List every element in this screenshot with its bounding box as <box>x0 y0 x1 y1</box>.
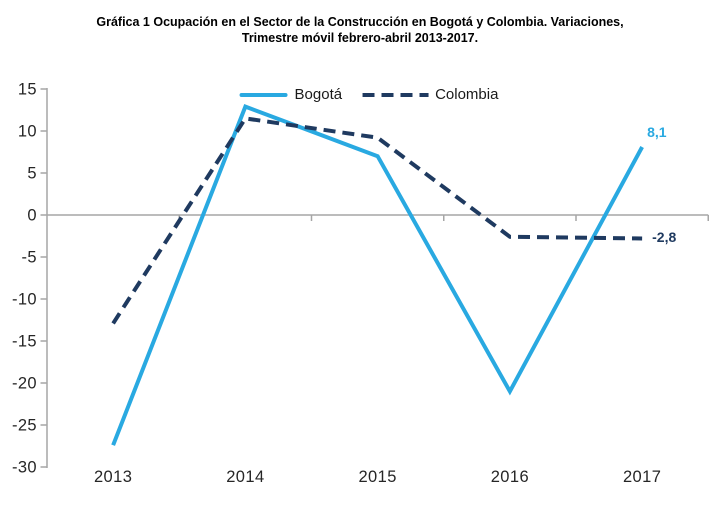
y-tick-label--25: -25 <box>12 417 37 435</box>
line-chart: 15 10 5 0 -5 -10 -15 -20 -25 -30 2013 2014 2015 2016 2… <box>0 70 720 510</box>
bogota-end-value-label: 8,1 <box>647 123 667 140</box>
y-tick-label-10: 10 <box>18 123 37 141</box>
legend-item-bogota: Bogotá <box>239 86 343 103</box>
chart-legend: Bogotá Colombia <box>239 86 498 103</box>
y-tick-label--30: -30 <box>12 459 37 477</box>
chart-title-line2: Trimestre móvil febrero-abril 2013-2017. <box>241 31 479 45</box>
x-tick-label-2016: 2016 <box>491 468 529 486</box>
colombia-series-line <box>111 116 643 325</box>
y-tick-label-0: 0 <box>27 207 37 225</box>
colombia-line-swatch <box>362 92 429 97</box>
y-tick-label--15: -15 <box>12 333 37 351</box>
y-tick-label--5: -5 <box>22 249 37 267</box>
bogota-line-swatch <box>239 92 288 97</box>
y-tick-label--20: -20 <box>12 375 37 393</box>
x-tick-label-2017: 2017 <box>623 468 661 486</box>
legend-label-colombia: Colombia <box>435 86 499 103</box>
y-tick-label-5: 5 <box>27 165 37 183</box>
x-tick-label-2014: 2014 <box>226 468 264 486</box>
bogota-series-line <box>111 104 644 446</box>
chart-title: Gráfica 1 Ocupación en el Sector de la C… <box>0 0 720 46</box>
chart-canvas: 15 10 5 0 -5 -10 -15 -20 -25 -30 2013 2014 2015 2016 2… <box>12 81 709 486</box>
legend-label-bogota: Bogotá <box>294 86 343 103</box>
y-tick-label-15: 15 <box>18 81 37 99</box>
x-tick-label-2015: 2015 <box>358 468 396 486</box>
y-tick-label--10: -10 <box>12 291 37 309</box>
chart-title-line1: Gráfica 1 Ocupación en el Sector de la C… <box>96 15 624 29</box>
x-tick-label-2013: 2013 <box>94 468 132 486</box>
legend-item-colombia: Colombia <box>362 86 498 103</box>
colombia-end-value-label: -2,8 <box>652 228 677 245</box>
